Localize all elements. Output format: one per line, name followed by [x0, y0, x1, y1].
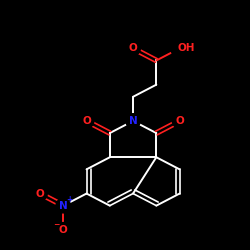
Text: −: − — [54, 220, 60, 230]
Text: N: N — [129, 116, 138, 126]
Circle shape — [171, 40, 188, 57]
Circle shape — [79, 114, 94, 128]
Circle shape — [33, 186, 47, 201]
Text: O: O — [82, 116, 91, 126]
Text: O: O — [129, 44, 138, 54]
Text: O: O — [36, 188, 44, 198]
Text: O: O — [175, 116, 184, 126]
Text: O: O — [59, 225, 68, 235]
Circle shape — [56, 198, 70, 213]
Circle shape — [172, 114, 187, 128]
Text: N: N — [59, 201, 68, 211]
Text: OH: OH — [178, 44, 196, 54]
Circle shape — [126, 114, 140, 128]
Text: +: + — [66, 196, 72, 204]
Circle shape — [56, 222, 70, 237]
Circle shape — [126, 41, 140, 56]
